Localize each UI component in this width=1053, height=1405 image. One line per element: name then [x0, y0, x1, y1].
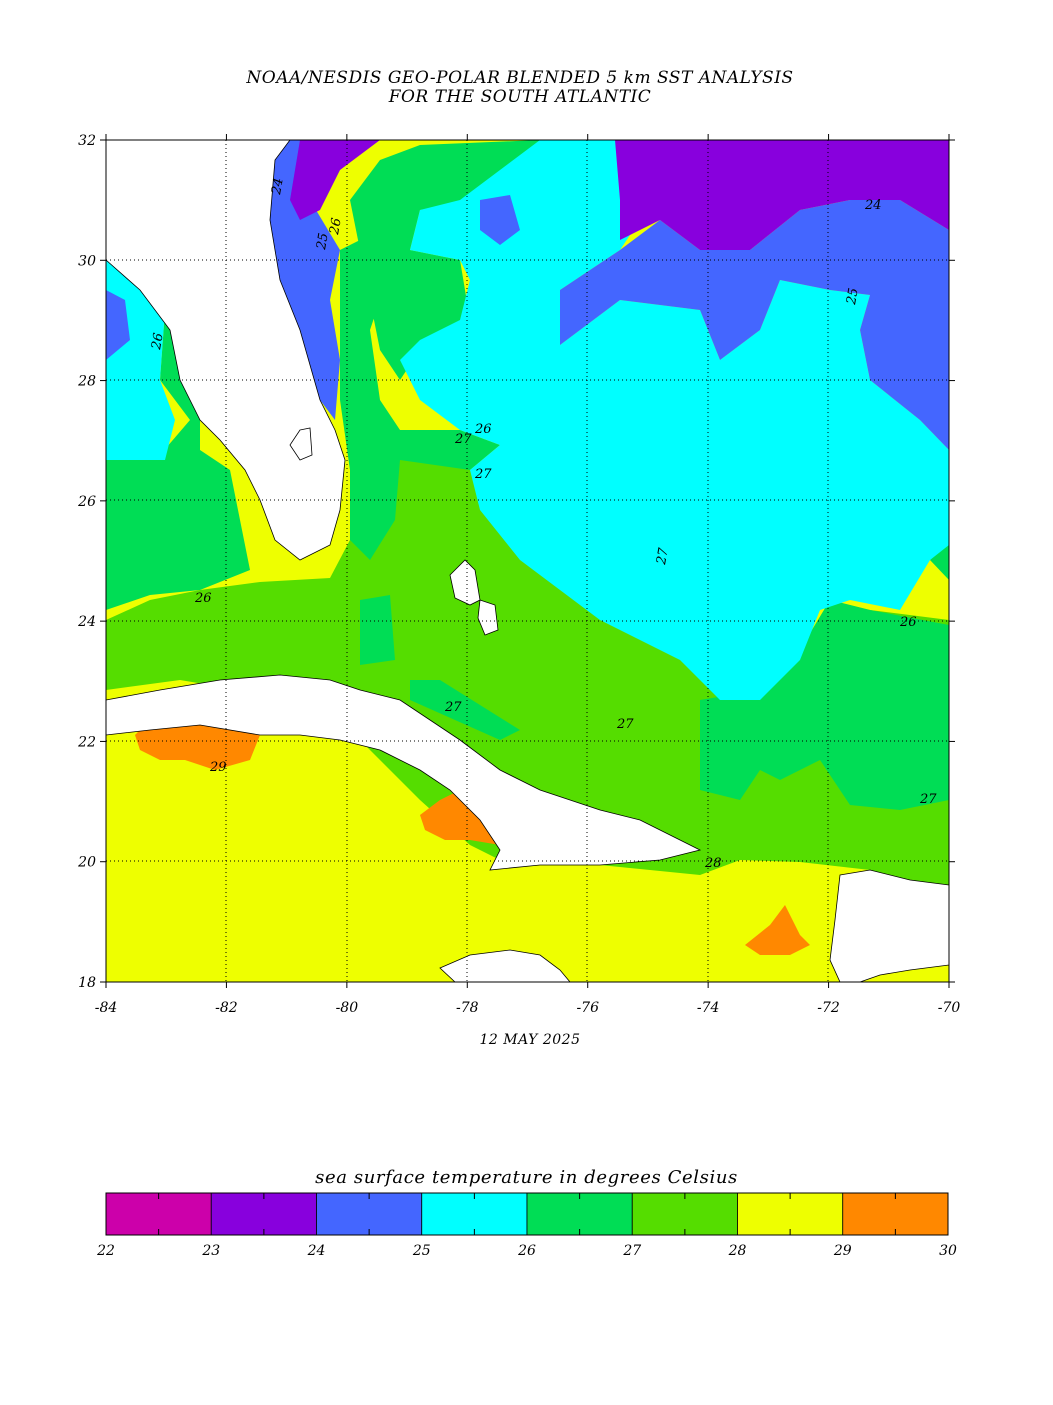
- lon-tick-label: -74: [697, 1000, 720, 1016]
- contour-label: 26: [899, 615, 917, 630]
- legend-tick-label: 26: [517, 1243, 536, 1259]
- legend-colorbar: [105, 1192, 949, 1236]
- lon-tick-label: -76: [576, 1000, 599, 1016]
- lon-tick-label: -82: [215, 1000, 238, 1016]
- lat-tick-label: 30: [78, 253, 96, 269]
- contour-label: 27: [444, 700, 462, 715]
- sst-band-23-24: [290, 140, 949, 250]
- contour-label: 25: [844, 287, 862, 307]
- lon-tick-labels: -84 -82 -80 -78 -76 -74 -72 -70: [95, 1000, 961, 1016]
- chart-title-line1: NOAA/NESDIS GEO-POLAR BLENDED 5 km SST A…: [246, 68, 794, 88]
- legend-bin: [526, 1192, 633, 1236]
- sst-band-29-30: [135, 700, 810, 955]
- contour-label: 27: [654, 546, 672, 567]
- contour-label: 24: [864, 198, 882, 213]
- land-florida: [106, 140, 346, 561]
- lat-tick-labels: 32 30 28 26 24 22 20 18: [77, 133, 96, 991]
- contour-label: 26: [474, 422, 492, 437]
- land-jamaica: [439, 949, 571, 982]
- lat-tick-label: 22: [77, 734, 96, 750]
- legend-bin: [316, 1192, 423, 1236]
- legend-tick-labels: 22 23 24 25 26 27 28 29 30: [96, 1243, 957, 1259]
- lat-tick-label: 32: [78, 133, 96, 149]
- contour-label: 29: [209, 760, 227, 775]
- legend-title: sea surface temperature in degrees Celsi…: [315, 1167, 738, 1188]
- contour-label: 27: [474, 467, 492, 482]
- contour-label: 28: [704, 856, 722, 871]
- legend-tick-label: 29: [833, 1243, 852, 1259]
- legend-bin: [631, 1192, 738, 1236]
- map-date: 12 MAY 2025: [479, 1032, 581, 1048]
- legend-tick-label: 28: [728, 1243, 747, 1259]
- sst-band-26-27: [106, 140, 949, 810]
- land-cuba: [106, 674, 702, 871]
- contour-label: 27: [616, 717, 634, 732]
- legend-tick-label: 25: [412, 1243, 431, 1259]
- sst-band-25-26: [106, 140, 949, 700]
- contour-label: 27: [919, 792, 937, 807]
- lon-tick-label: -72: [817, 1000, 840, 1016]
- map-frame: [105, 139, 950, 983]
- tick-marks: [100, 134, 955, 988]
- lat-tick-label: 28: [77, 374, 96, 390]
- contour-label: 24: [269, 177, 287, 197]
- lon-tick-label: -70: [938, 1000, 961, 1016]
- sst-field: [106, 140, 949, 982]
- lon-tick-label: -84: [95, 1000, 118, 1016]
- legend-bin: [842, 1192, 949, 1236]
- legend-tick-label: 30: [939, 1243, 957, 1259]
- contour-label: 26: [194, 591, 212, 606]
- contour-label: 25: [314, 232, 332, 252]
- legend-bin: [210, 1192, 317, 1236]
- sst-band-24-25: [106, 140, 949, 450]
- legend-bin: [737, 1192, 844, 1236]
- lat-tick-label: 18: [78, 975, 96, 991]
- land-hispaniola: [829, 869, 949, 982]
- land-bahamas: [289, 427, 499, 636]
- contour-label: 26: [327, 217, 345, 237]
- lon-tick-label: -80: [336, 1000, 359, 1016]
- lon-tick-label: -78: [456, 1000, 479, 1016]
- grid: [106, 140, 949, 982]
- lat-tick-label: 26: [77, 494, 96, 510]
- legend-tick-label: 24: [307, 1243, 326, 1259]
- legend-tick-label: 23: [201, 1243, 220, 1259]
- legend-bin: [421, 1192, 528, 1236]
- legend-tick-label: 27: [622, 1243, 641, 1259]
- legend-frame: [105, 1192, 949, 1236]
- contour-label: 27: [454, 432, 472, 447]
- legend-bin: [105, 1192, 212, 1236]
- lat-tick-label: 24: [77, 614, 96, 630]
- legend-tick-label: 22: [96, 1243, 115, 1259]
- lat-tick-label: 20: [77, 855, 96, 871]
- contour-label: 26: [149, 332, 167, 352]
- chart-title-line2: FOR THE SOUTH ATLANTIC: [388, 87, 652, 107]
